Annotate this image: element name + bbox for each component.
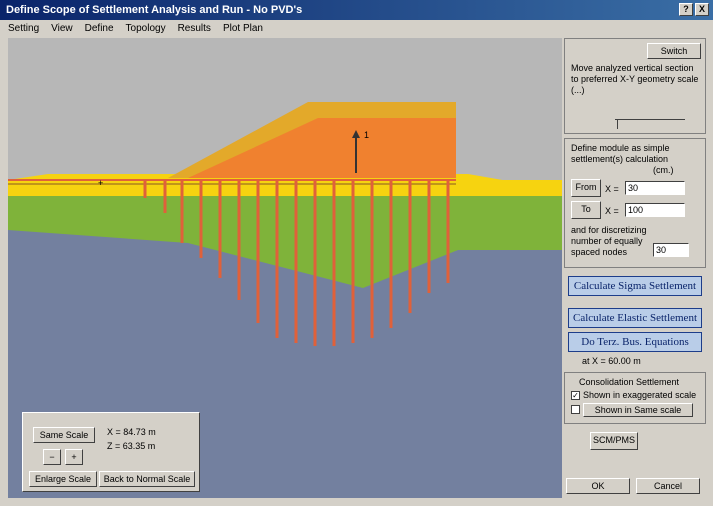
section-text: Move analyzed vertical section to prefer… bbox=[571, 63, 699, 95]
from-button[interactable]: From bbox=[571, 179, 601, 197]
consolidation-title: Consolidation Settlement bbox=[579, 377, 680, 387]
to-button[interactable]: To bbox=[571, 201, 601, 219]
from-x-label: X = bbox=[605, 184, 619, 194]
to-x-label: X = bbox=[605, 206, 619, 216]
same-scale-checkbox[interactable] bbox=[571, 405, 580, 414]
zoom-in-button[interactable]: + bbox=[65, 449, 83, 465]
menu-view[interactable]: View bbox=[51, 23, 73, 34]
define-box: Define module as simple settlement(s) ca… bbox=[564, 138, 706, 268]
menu-define[interactable]: Define bbox=[84, 23, 114, 34]
window-title: Define Scope of Settlement Analysis and … bbox=[6, 4, 303, 16]
section-slider-track[interactable] bbox=[615, 119, 685, 120]
x-readout: X = 84.73 m bbox=[107, 427, 156, 437]
menu-results[interactable]: Results bbox=[177, 23, 211, 34]
cancel-button[interactable]: Cancel bbox=[636, 478, 700, 494]
same-scale-button[interactable]: Same Scale bbox=[33, 427, 95, 443]
cursor-crosshair: + bbox=[98, 178, 104, 188]
load-arrowhead bbox=[352, 130, 360, 138]
exaggerated-scale-label: Shown in exaggerated scale bbox=[583, 390, 697, 400]
right-panel: Switch Move analyzed vertical section to… bbox=[564, 38, 706, 498]
menu-bar: Setting View Define Topology Results Plo… bbox=[0, 20, 713, 38]
exaggerated-scale-checkbox[interactable]: ✓ bbox=[571, 391, 580, 400]
at-x-label: at X = 60.00 m bbox=[582, 356, 641, 366]
same-scale-toggle[interactable]: Shown in Same scale bbox=[583, 403, 693, 417]
title-bar: Define Scope of Settlement Analysis and … bbox=[0, 0, 713, 20]
clay-layer bbox=[8, 196, 562, 288]
z-readout: Z = 63.35 m bbox=[107, 441, 156, 451]
menu-setting[interactable]: Setting bbox=[8, 23, 40, 34]
consolidation-box: Consolidation Settlement ✓ Shown in exag… bbox=[564, 372, 706, 424]
calculate-elastic-settlement-button[interactable]: Calculate Elastic Settlement bbox=[568, 308, 702, 328]
scale-panel: Same Scale − + X = 84.73 m Z = 63.35 m E… bbox=[22, 412, 200, 492]
to-input[interactable]: 100 bbox=[625, 203, 685, 217]
embankment-core bbox=[188, 118, 456, 178]
back-to-normal-scale-button[interactable]: Back to Normal Scale bbox=[99, 471, 195, 487]
interval-text: and for discretizing number of equally s… bbox=[571, 225, 647, 257]
units-label: (cm.) bbox=[653, 165, 674, 175]
load-label: 1 bbox=[364, 130, 370, 140]
zoom-out-button[interactable]: − bbox=[43, 449, 61, 465]
geometry-canvas[interactable]: 1 + bbox=[8, 38, 562, 498]
define-text: Define module as simple settlement(s) ca… bbox=[571, 143, 670, 164]
menu-topology[interactable]: Topology bbox=[125, 23, 166, 34]
scm-pms-button[interactable]: SCM/PMS bbox=[590, 432, 638, 450]
calculate-sigma-settlement-button[interactable]: Calculate Sigma Settlement bbox=[568, 276, 702, 296]
close-button[interactable]: X bbox=[695, 3, 709, 16]
vertical-drains bbox=[143, 180, 450, 346]
menu-plot-plan[interactable]: Plot Plan bbox=[222, 23, 263, 34]
section-slider-thumb[interactable] bbox=[617, 119, 618, 129]
soil-profile-drawing bbox=[8, 38, 562, 498]
help-button[interactable]: ? bbox=[679, 3, 693, 16]
enlarge-scale-button[interactable]: Enlarge Scale bbox=[29, 471, 97, 487]
section-box: Switch Move analyzed vertical section to… bbox=[564, 38, 706, 134]
terzaghi-equations-button[interactable]: Do Terz. Bus. Equations bbox=[568, 332, 702, 352]
from-input[interactable]: 30 bbox=[625, 181, 685, 195]
nodes-input[interactable]: 30 bbox=[653, 243, 689, 257]
switch-button[interactable]: Switch bbox=[647, 43, 701, 59]
ok-button[interactable]: OK bbox=[566, 478, 630, 494]
